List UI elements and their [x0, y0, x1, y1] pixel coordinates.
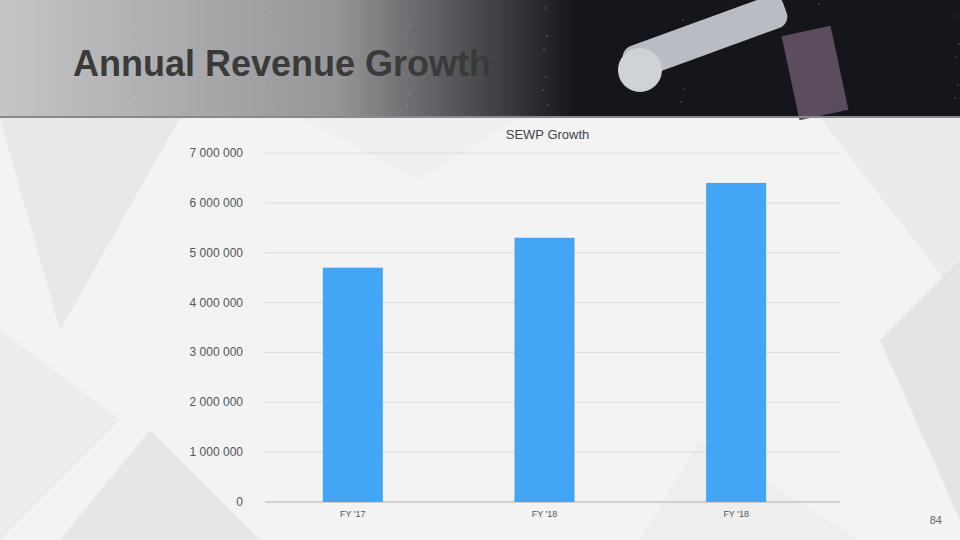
header-fade	[0, 0, 960, 116]
grid-line	[265, 153, 840, 154]
decor-triangle	[0, 118, 180, 330]
y-tick-label: 7 000 000	[190, 146, 244, 160]
bars	[323, 183, 766, 502]
header-band	[0, 0, 960, 116]
decor-triangle	[60, 430, 260, 540]
y-tick-label: 3 000 000	[190, 345, 244, 359]
decor-triangle	[880, 260, 960, 520]
slide-title: Annual Revenue Growth	[73, 43, 491, 84]
x-tick-label: FY '18	[532, 509, 558, 519]
x-tick-label: FY '17	[340, 509, 366, 519]
y-tick-label: 1 000 000	[190, 445, 244, 459]
background	[0, 0, 960, 540]
bar	[323, 268, 383, 502]
slide: Annual Revenue Growth SEWP Growth 0 1 000 0…	[0, 0, 960, 540]
y-tick-label: 5 000 000	[190, 246, 244, 260]
x-tick-label: FY '18	[723, 509, 749, 519]
bar	[515, 238, 575, 502]
y-tick-label: 4 000 000	[190, 296, 244, 310]
chart-title: SEWP Growth	[506, 127, 590, 142]
page-number: 84	[930, 514, 942, 526]
decor-triangle	[820, 118, 960, 300]
bar	[706, 183, 766, 502]
y-tick-label: 6 000 000	[190, 196, 244, 210]
header-rule	[0, 116, 960, 118]
y-tick-label: 0	[236, 495, 243, 509]
y-tick-label: 2 000 000	[190, 395, 244, 409]
decor-triangle	[300, 118, 520, 180]
